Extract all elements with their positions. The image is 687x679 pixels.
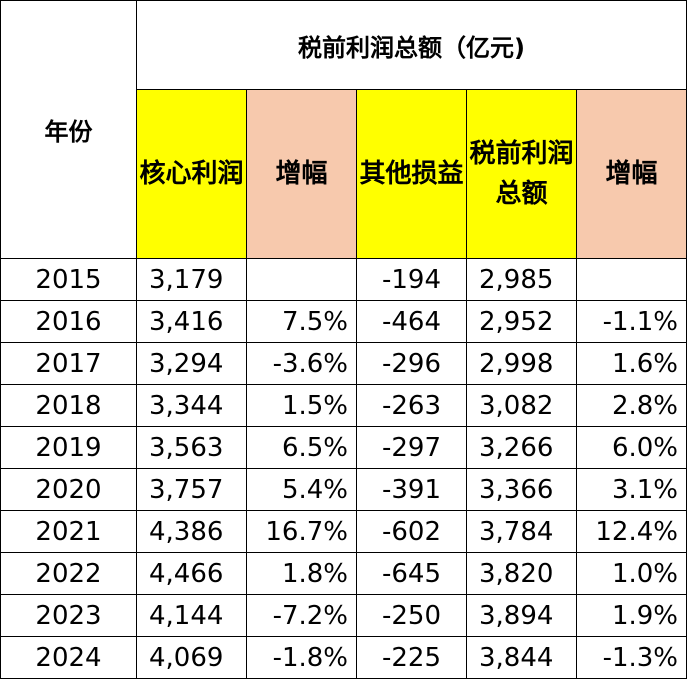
table-row: 2021 4,386 16.7% -602 3,784 12.4% xyxy=(0,510,687,553)
pretax-total-cell: 3,784 xyxy=(466,510,577,553)
pretax-total-cell: 2,985 xyxy=(466,258,577,301)
pretax-profit-group-header: 税前利润总额（亿元) xyxy=(136,0,687,90)
core-growth-cell: -1.8% xyxy=(246,636,357,679)
core-growth-cell: 6.5% xyxy=(246,426,357,469)
table-row: 2020 3,757 5.4% -391 3,366 3.1% xyxy=(0,468,687,511)
core-growth-header: 增幅 xyxy=(246,89,357,259)
other-gains-cell: -645 xyxy=(356,552,467,595)
pretax-total-cell: 3,082 xyxy=(466,384,577,427)
other-gains-cell: -225 xyxy=(356,636,467,679)
table-body: 2015 3,179 -194 2,985 2016 3,416 7.5% -464 2,952… xyxy=(0,258,687,679)
total-growth-cell: 12.4% xyxy=(576,510,687,553)
pretax-total-cell: 3,820 xyxy=(466,552,577,595)
year-header: 年份 xyxy=(0,0,137,259)
core-growth-cell xyxy=(246,258,357,301)
pretax-total-cell: 2,952 xyxy=(466,300,577,343)
other-gains-header: 其他损益 xyxy=(356,89,467,259)
core-profit-cell: 3,294 xyxy=(136,342,247,385)
year-cell: 2016 xyxy=(0,300,137,343)
year-cell: 2019 xyxy=(0,426,137,469)
total-growth-cell: 2.8% xyxy=(576,384,687,427)
pretax-total-cell: 2,998 xyxy=(466,342,577,385)
other-gains-cell: -602 xyxy=(356,510,467,553)
pretax-total-cell: 3,844 xyxy=(466,636,577,679)
core-profit-cell: 3,563 xyxy=(136,426,247,469)
year-cell: 2015 xyxy=(0,258,137,301)
total-growth-cell: 3.1% xyxy=(576,468,687,511)
total-growth-cell: 6.0% xyxy=(576,426,687,469)
core-growth-cell: -3.6% xyxy=(246,342,357,385)
year-cell: 2022 xyxy=(0,552,137,595)
core-profit-cell: 3,344 xyxy=(136,384,247,427)
core-profit-cell: 3,179 xyxy=(136,258,247,301)
year-cell: 2023 xyxy=(0,594,137,637)
total-growth-cell: 1.0% xyxy=(576,552,687,595)
table-header: 年份 税前利润总额（亿元) 核心利润 增幅 其他损益 税前利润总额 增幅 xyxy=(0,0,687,259)
other-gains-cell: -250 xyxy=(356,594,467,637)
table-row: 2024 4,069 -1.8% -225 3,844 -1.3% xyxy=(0,636,687,679)
total-growth-cell: -1.3% xyxy=(576,636,687,679)
table-row: 2017 3,294 -3.6% -296 2,998 1.6% xyxy=(0,342,687,385)
core-profit-cell: 3,757 xyxy=(136,468,247,511)
table-row: 2018 3,344 1.5% -263 3,082 2.8% xyxy=(0,384,687,427)
pretax-total-cell: 3,894 xyxy=(466,594,577,637)
year-cell: 2017 xyxy=(0,342,137,385)
pretax-total-cell: 3,366 xyxy=(466,468,577,511)
total-growth-cell: -1.1% xyxy=(576,300,687,343)
other-gains-cell: -464 xyxy=(356,300,467,343)
other-gains-cell: -297 xyxy=(356,426,467,469)
table-row: 2022 4,466 1.8% -645 3,820 1.0% xyxy=(0,552,687,595)
year-cell: 2024 xyxy=(0,636,137,679)
other-gains-cell: -263 xyxy=(356,384,467,427)
table-row: 2015 3,179 -194 2,985 xyxy=(0,258,687,301)
other-gains-cell: -391 xyxy=(356,468,467,511)
core-growth-cell: 1.8% xyxy=(246,552,357,595)
total-growth-cell xyxy=(576,258,687,301)
table-row: 2016 3,416 7.5% -464 2,952 -1.1% xyxy=(0,300,687,343)
total-growth-cell: 1.9% xyxy=(576,594,687,637)
core-profit-cell: 4,144 xyxy=(136,594,247,637)
table-row: 2019 3,563 6.5% -297 3,266 6.0% xyxy=(0,426,687,469)
other-gains-cell: -296 xyxy=(356,342,467,385)
total-growth-cell: 1.6% xyxy=(576,342,687,385)
pretax-total-header: 税前利润总额 xyxy=(466,89,577,259)
core-profit-cell: 3,416 xyxy=(136,300,247,343)
year-cell: 2021 xyxy=(0,510,137,553)
core-growth-cell: 1.5% xyxy=(246,384,357,427)
core-growth-cell: -7.2% xyxy=(246,594,357,637)
core-growth-cell: 7.5% xyxy=(246,300,357,343)
total-growth-header: 增幅 xyxy=(576,89,687,259)
year-cell: 2020 xyxy=(0,468,137,511)
pretax-total-cell: 3,266 xyxy=(466,426,577,469)
year-cell: 2018 xyxy=(0,384,137,427)
core-profit-header: 核心利润 xyxy=(136,89,247,259)
core-profit-cell: 4,466 xyxy=(136,552,247,595)
core-growth-cell: 5.4% xyxy=(246,468,357,511)
core-profit-cell: 4,386 xyxy=(136,510,247,553)
core-profit-cell: 4,069 xyxy=(136,636,247,679)
table-row: 2023 4,144 -7.2% -250 3,894 1.9% xyxy=(0,594,687,637)
other-gains-cell: -194 xyxy=(356,258,467,301)
core-growth-cell: 16.7% xyxy=(246,510,357,553)
